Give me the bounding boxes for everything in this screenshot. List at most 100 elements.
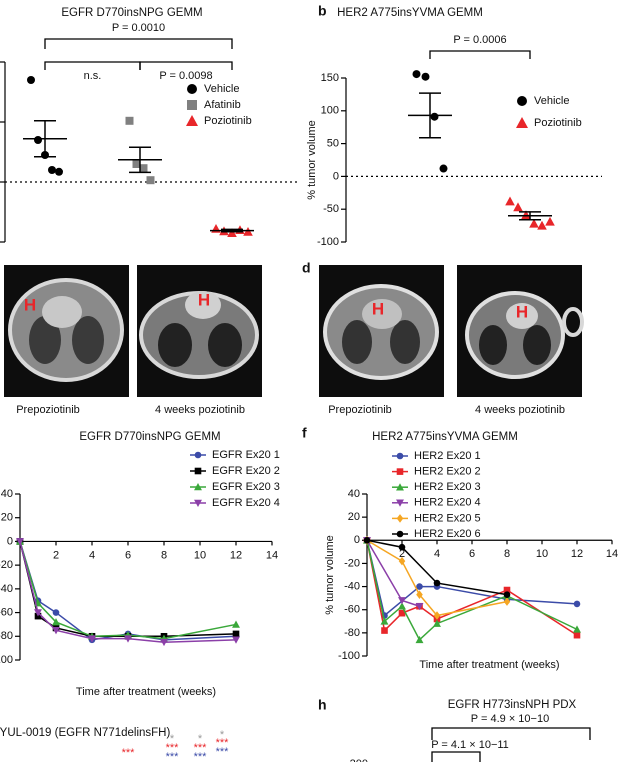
significance-mark: * [170,733,175,745]
data-point [415,635,424,644]
data-point [503,586,511,594]
legend-label: EGFR Ex20 1 [212,449,280,461]
y-tick-label: -100 [338,650,360,662]
data-point [52,609,60,616]
legend-label: HER2 Ex20 5 [414,512,481,524]
error-bar [34,120,56,158]
mri-heart [506,303,538,329]
legend-marker [187,100,197,110]
image-label: H [198,290,210,309]
data-point [433,619,441,627]
legend-label: HER2 Ex20 1 [414,450,481,462]
data-point [416,583,423,590]
legend-label: HER2 Ex20 6 [414,528,481,540]
legend-label: Poziotinib [534,117,582,129]
data-point [421,72,430,81]
data-point [146,176,155,185]
p-value: P = 4.1 × 10−11 [431,739,509,751]
significance-mark: *** [166,742,180,754]
legend-marker [396,483,404,491]
legend-label: HER2 Ex20 2 [414,466,481,478]
data-point [139,164,148,173]
panel-h: h EGFR H773insNPH PDX P = 4.9 × 10−10 P … [318,697,591,762]
bracket-label: P = 0.0010 [112,22,165,34]
legend-marker [187,84,197,94]
data-point [227,228,237,237]
y-tick-label: 50 [327,138,339,150]
x-tick-label: 10 [536,548,548,560]
error-bar [221,228,243,233]
data-point [573,631,581,639]
x-tick-label: 4 [434,548,440,560]
image-caption: 4 weeks poziotinib [155,404,245,416]
significance-mark: *** [166,751,180,762]
x-tick-label: 14 [266,549,278,561]
significance-mark: *** [194,751,208,762]
y-tick-label: -50 [323,203,339,215]
legend-label: Vehicle [534,95,569,107]
y-axis-label: % tumor volume [324,535,336,614]
y-tick-label: -80 [0,630,13,642]
data-point [573,625,581,633]
mri-heart [362,299,402,329]
data-point [34,609,42,617]
data-point [124,635,132,643]
x-tick-label: 10 [194,549,206,561]
data-point [513,202,523,212]
data-point [545,216,555,226]
x-tick-label: 6 [125,549,131,561]
error-bar [419,92,441,139]
data-point [160,638,168,647]
legend-label: HER2 Ex20 4 [414,497,481,509]
mri-marker [562,307,584,337]
legend-marker [396,468,404,475]
panel-title: EGFR H773insNPH PDX [448,699,577,711]
bracket [44,38,233,49]
data-point [503,591,511,598]
y-tick-label: 100 [321,105,339,117]
data-point [52,627,60,635]
y-tick-label: -20 [344,557,360,569]
data-point [503,597,511,606]
mri-lung [72,316,104,364]
legend-marker [186,115,198,126]
data-point [132,160,141,168]
legend-label: Poziotinib [204,115,252,127]
data-point [232,620,240,628]
data-point [430,112,439,121]
chart-title: HER2 A775insYVMA GEMM [372,431,518,443]
chart-title: HER2 A775insYVMA GEMM [337,7,483,19]
x-tick-label: 14 [606,548,618,560]
data-point [505,196,515,206]
panel-letter: f [302,425,307,441]
y-tick-label: 20 [1,512,13,524]
error-bar [519,211,541,221]
data-point [125,116,134,125]
data-point [398,556,406,566]
mri-lung [523,325,551,365]
panel-title: YUL-0019 (EGFR N771delinsFH) [0,727,170,739]
x-tick-label: 12 [571,548,583,560]
bracket [431,727,591,740]
y-tick-label: 40 [1,488,13,500]
y-tick-label: -60 [0,606,13,618]
legend-marker [396,452,404,460]
legend-marker [194,467,202,475]
panel-letter: b [318,3,327,19]
panel-d: d H Prepoziotinib H 4 weeks poziotinib [302,260,584,416]
image-caption: 4 weeks poziotinib [475,404,565,416]
data-point [573,600,581,608]
data-point [537,220,547,230]
bracket [431,751,481,762]
y-tick-label: -40 [0,583,13,595]
data-point [412,70,421,79]
mri-lung [390,320,420,364]
panel-g: YUL-0019 (EGFR N771delinsFH) ***********… [0,727,229,762]
series-line [366,540,578,617]
series-line [366,539,508,596]
data-point [529,218,539,228]
data-point [55,167,63,176]
panel-letter: d [302,260,311,276]
data-point [52,618,60,626]
